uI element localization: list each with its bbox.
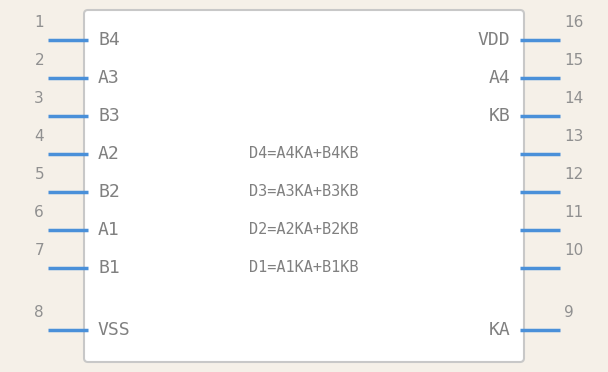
Text: B1: B1: [98, 259, 120, 277]
Text: VDD: VDD: [477, 31, 510, 49]
Text: 11: 11: [564, 205, 583, 220]
Text: A4: A4: [488, 69, 510, 87]
Text: KB: KB: [488, 107, 510, 125]
Text: 4: 4: [35, 129, 44, 144]
Text: D3=A3KA+B3KB: D3=A3KA+B3KB: [249, 185, 359, 199]
Text: 13: 13: [564, 129, 583, 144]
Text: B4: B4: [98, 31, 120, 49]
Text: 3: 3: [34, 91, 44, 106]
Text: D4=A4KA+B4KB: D4=A4KA+B4KB: [249, 147, 359, 161]
Text: 6: 6: [34, 205, 44, 220]
Text: KA: KA: [488, 321, 510, 339]
Text: B2: B2: [98, 183, 120, 201]
Text: D1=A1KA+B1KB: D1=A1KA+B1KB: [249, 260, 359, 276]
Text: 15: 15: [564, 53, 583, 68]
Text: VSS: VSS: [98, 321, 131, 339]
Text: 2: 2: [35, 53, 44, 68]
Text: 5: 5: [35, 167, 44, 182]
Text: 1: 1: [35, 15, 44, 30]
Text: A2: A2: [98, 145, 120, 163]
Text: A1: A1: [98, 221, 120, 239]
Text: 8: 8: [35, 305, 44, 320]
Text: 16: 16: [564, 15, 583, 30]
Text: 12: 12: [564, 167, 583, 182]
Text: 9: 9: [564, 305, 574, 320]
Text: 14: 14: [564, 91, 583, 106]
Text: B3: B3: [98, 107, 120, 125]
Text: 7: 7: [35, 243, 44, 258]
Text: D2=A2KA+B2KB: D2=A2KA+B2KB: [249, 222, 359, 237]
Text: A3: A3: [98, 69, 120, 87]
FancyBboxPatch shape: [84, 10, 524, 362]
Text: 10: 10: [564, 243, 583, 258]
